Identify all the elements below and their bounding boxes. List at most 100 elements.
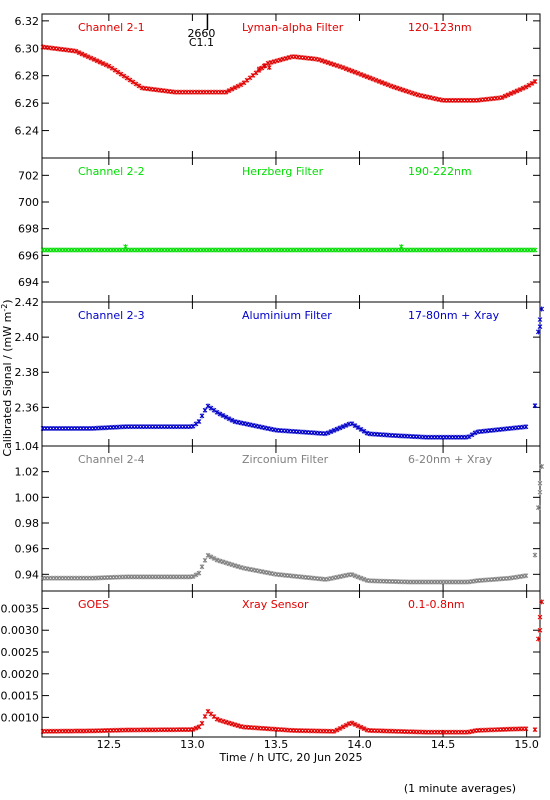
data-point [232,722,238,728]
data-point [223,89,229,95]
y-tick-label: 0.0020 [1,668,40,681]
panel-band-label: 17-80nm + Xray [408,309,500,322]
data-point [325,430,331,436]
data-point [346,67,352,73]
data-point [115,69,121,75]
y-tick-label: 694 [18,276,39,289]
data-point [130,79,136,85]
data-point [123,244,128,250]
data-point [352,721,358,727]
data-point [361,73,367,79]
data-point [537,614,543,620]
data-point [340,724,346,730]
data-point [190,574,196,580]
data-point [73,48,79,54]
y-axis-title-close: ) [1,299,14,303]
data-point [502,93,508,99]
data-point [539,464,545,470]
y-tick-label: 1.02 [15,466,40,479]
data-point [199,413,205,419]
data-point [226,720,232,726]
data-point [343,722,349,728]
data-point [376,78,382,84]
x-tick-label: 13.0 [180,738,205,751]
data-point [109,65,115,71]
data-point [358,426,364,432]
data-point [133,81,139,87]
data-point [214,557,220,563]
y-tick-label: 0.0030 [1,624,40,637]
data-point [499,94,505,100]
data-point [220,413,226,419]
data-point [373,77,379,83]
data-point [208,554,214,560]
data-point [196,570,202,576]
data-point [355,574,361,580]
data-point [526,82,532,88]
data-point [256,66,262,72]
data-point [190,726,196,732]
panel-filter-label: Xray Sensor [242,598,309,611]
data-point [199,564,205,570]
data-point [331,427,337,433]
data-point [472,430,478,436]
data-point [250,72,256,78]
data-point [532,79,538,85]
data-point [82,52,88,58]
panels-layer: 6.24 6.26 6.28 6.30 6.32 Channel 2-1 Lyman-alp… [1,13,545,738]
data-point [532,247,538,253]
data-point [238,82,244,88]
y-tick-label: 6.30 [15,42,40,55]
y-axis-title: Calibrated Signal / (mW m-2) [0,299,14,456]
data-point [352,69,358,75]
data-point [266,64,272,70]
x-tick-label: 13.5 [264,738,289,751]
y-tick-label: 700 [18,196,39,209]
data-point [370,76,376,82]
x-tick-label: 15.0 [514,738,539,751]
y-tick-label: 1.04 [15,440,40,453]
data-point [535,505,541,511]
data-point [220,718,226,724]
data-point [103,62,109,68]
data-point [214,409,220,415]
panel-frame [41,301,541,447]
data-point [193,572,199,578]
data-point [121,73,127,79]
data-point [349,421,355,427]
y-tick-label: 2.38 [15,366,40,379]
data-point [537,489,543,495]
data-point [199,720,205,726]
data-point [106,63,112,69]
data-point [352,573,358,579]
data-point [235,83,241,89]
y-tick-label: 0.98 [15,517,40,530]
data-point [202,557,208,563]
data-point [193,725,199,731]
data-point [367,75,373,81]
data-point [127,77,133,83]
data-point [361,726,367,732]
x-tick-label: 14.5 [431,738,456,751]
event-marker-label-top: 2660 [187,27,215,40]
panel-1: 6.24 6.26 6.28 6.30 6.32 Channel 2-1 Lyman-alp… [15,13,541,159]
data-point [97,59,103,65]
data-point [229,86,235,92]
data-point [537,627,543,633]
data-point [364,74,370,80]
panel-3: 2.36 2.38 2.40 2.42 Channel 2-3 Aluminium Fil… [15,296,545,447]
data-point [511,89,517,95]
data-point [523,726,529,732]
data-point [202,713,208,719]
data-point [247,75,253,81]
data-point [537,324,543,330]
data-point [88,55,94,61]
x-tick-label: 12.5 [97,738,122,751]
data-point [229,417,235,423]
panel-filter-label: Aluminium Filter [242,309,332,322]
y-tick-label: 6.32 [15,15,40,28]
data-point [349,572,355,578]
data-point [91,56,97,62]
series-4 [40,464,545,585]
